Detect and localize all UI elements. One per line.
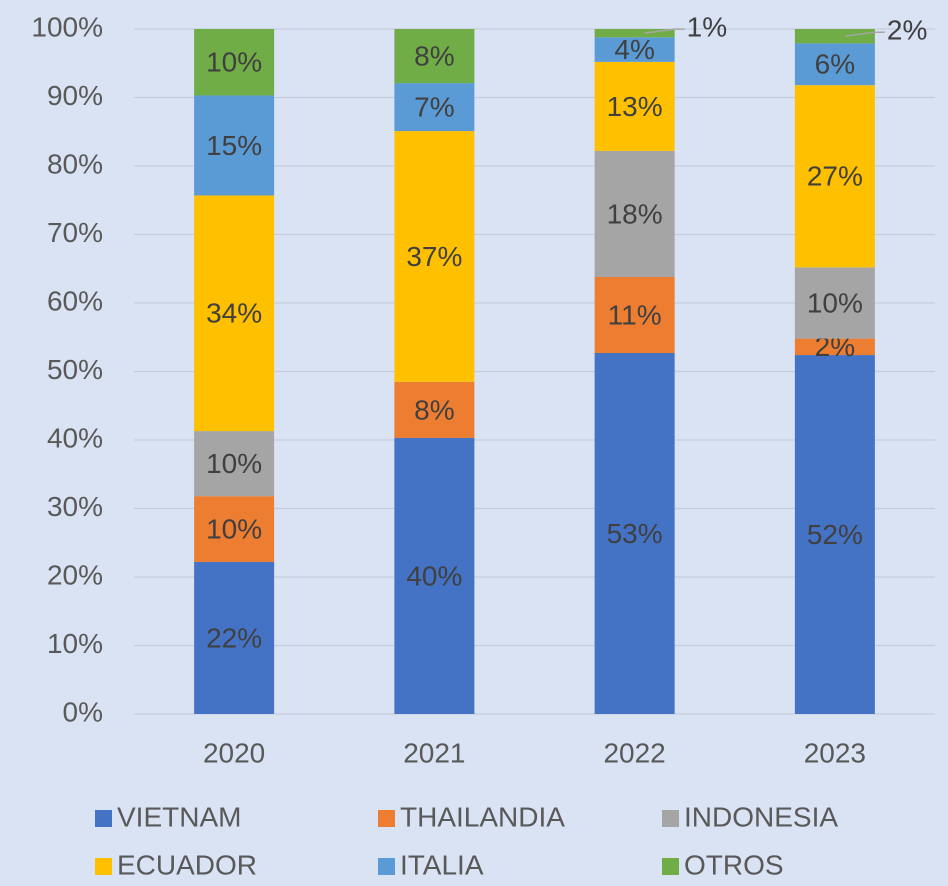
leader-line — [844, 31, 885, 37]
bar-segment — [594, 37, 675, 62]
bar-segment — [194, 95, 275, 196]
y-tick-label: 30% — [47, 491, 103, 522]
data-label: 34% — [206, 298, 262, 329]
legend-swatch — [95, 858, 112, 875]
data-label: 6% — [815, 49, 855, 80]
legend-label: ITALIA — [400, 849, 484, 880]
y-tick-label: 70% — [47, 217, 103, 248]
bar-segment — [794, 267, 875, 339]
data-label: 22% — [206, 622, 262, 653]
data-label: 8% — [414, 394, 454, 425]
y-tick-label: 20% — [47, 559, 103, 590]
y-tick-label: 100% — [31, 11, 103, 42]
bar-segment — [594, 29, 675, 38]
bar-segment — [794, 85, 875, 268]
legend-swatch — [95, 810, 112, 827]
legend-swatch — [378, 858, 395, 875]
data-label: 15% — [206, 130, 262, 161]
bar-segment — [394, 131, 475, 382]
bar-segment — [794, 43, 875, 86]
data-label: 18% — [607, 198, 663, 229]
data-label: 1% — [687, 12, 727, 43]
legend-label: THAILANDIA — [400, 801, 565, 832]
legend-label: VIETNAM — [117, 801, 241, 832]
bar-segment — [194, 431, 275, 497]
x-tick-label: 2020 — [203, 737, 265, 768]
data-label: 10% — [206, 448, 262, 479]
bar-segment — [594, 276, 675, 354]
data-label: 7% — [414, 91, 454, 122]
data-label: 37% — [406, 241, 462, 272]
y-tick-label: 40% — [47, 422, 103, 453]
data-label: 4% — [614, 34, 654, 65]
bar-segment — [794, 355, 875, 714]
bar-segment — [394, 83, 475, 132]
legend-label: INDONESIA — [684, 801, 838, 832]
y-tick-label: 0% — [63, 696, 103, 727]
data-label: 13% — [607, 91, 663, 122]
y-tick-label: 50% — [47, 354, 103, 385]
leader-line — [644, 28, 685, 34]
x-tick-label: 2021 — [403, 737, 465, 768]
data-label: 2% — [887, 15, 927, 46]
bar-segment — [394, 381, 475, 438]
bar-segment — [594, 353, 675, 714]
y-tick-label: 80% — [47, 148, 103, 179]
y-tick-label: 90% — [47, 80, 103, 111]
bar-segment — [394, 29, 475, 84]
data-label: 40% — [406, 560, 462, 591]
x-tick-label: 2023 — [804, 737, 866, 768]
bar-segment — [394, 437, 475, 714]
data-label: 10% — [206, 513, 262, 544]
legend-swatch — [662, 810, 679, 827]
bar-segment — [794, 29, 875, 44]
data-label: 27% — [807, 161, 863, 192]
y-tick-label: 60% — [47, 285, 103, 316]
legend-label: OTROS — [684, 849, 784, 880]
legend-swatch — [662, 858, 679, 875]
data-label: 10% — [206, 47, 262, 78]
x-tick-label: 2022 — [603, 737, 665, 768]
y-tick-label: 10% — [47, 628, 103, 659]
bar-segment — [594, 150, 675, 277]
bar-segment — [194, 195, 275, 432]
data-label: 10% — [807, 287, 863, 318]
data-label: 53% — [607, 518, 663, 549]
data-label: 52% — [807, 519, 863, 550]
bar-segment — [794, 338, 875, 356]
bar-segment — [194, 496, 275, 562]
bar-segment — [594, 61, 675, 151]
data-label: 8% — [414, 40, 454, 71]
data-label: 11% — [608, 299, 662, 330]
bar-segment — [194, 561, 275, 714]
legend-label: ECUADOR — [117, 849, 257, 880]
legend-swatch — [378, 810, 395, 827]
bar-segment — [194, 29, 275, 96]
